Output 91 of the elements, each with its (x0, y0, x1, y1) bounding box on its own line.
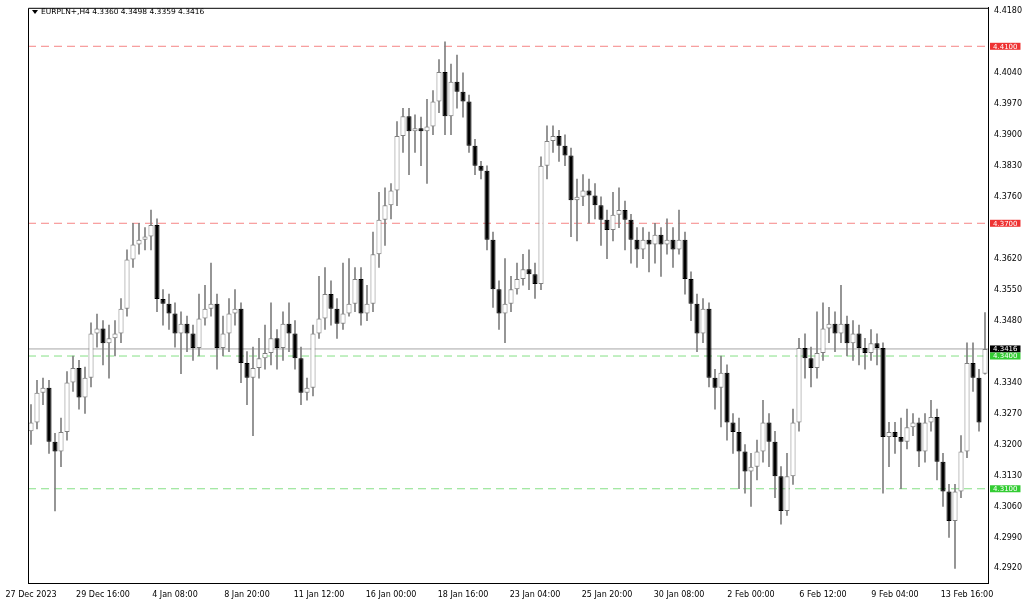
candlestick (316, 276, 322, 339)
candlestick (178, 311, 184, 375)
candlestick (106, 324, 112, 379)
candlestick (886, 422, 892, 467)
candlestick (346, 258, 352, 317)
x-tick-label: 27 Dec 2023 (5, 589, 57, 599)
y-tick-label: 4.4040 (994, 67, 1022, 77)
candlestick (112, 320, 118, 357)
candlestick (910, 413, 916, 436)
candlestick (928, 399, 934, 432)
candlestick (52, 433, 58, 512)
candlestick (550, 125, 556, 153)
candlestick (274, 329, 280, 370)
candlestick (502, 258, 508, 344)
candlestick (526, 249, 532, 290)
candlestick (232, 289, 238, 326)
candlestick (28, 404, 34, 445)
candlestick (250, 346, 256, 436)
candlestick (460, 72, 466, 118)
candlestick (406, 107, 412, 175)
x-tick-label: 23 Jan 04:00 (509, 589, 561, 599)
candlestick (664, 218, 670, 255)
y-tick-label: 4.3970 (994, 98, 1022, 108)
candlestick (748, 453, 754, 507)
candlestick (712, 368, 718, 410)
y-tick-label: 4.3060 (994, 501, 1022, 511)
y-tick-label: 4.3480 (994, 315, 1022, 325)
candlestick (622, 200, 628, 251)
candlestick (670, 227, 676, 268)
x-tick-label: 30 Jan 08:00 (653, 589, 705, 599)
y-tick-label: 4.2990 (994, 532, 1022, 542)
candlestick (658, 227, 664, 277)
x-tick-label: 2 Feb 00:00 (727, 589, 775, 599)
x-tick-label: 8 Jan 20:00 (224, 589, 270, 599)
candlestick (262, 324, 268, 370)
x-tick-label: 6 Feb 12:00 (799, 589, 847, 599)
candlestick (826, 307, 832, 344)
y-tick-label: 4.3760 (994, 191, 1022, 201)
candlestick (604, 209, 610, 260)
y-tick-label: 4.3550 (994, 284, 1022, 294)
x-tick-label: 11 Jan 12:00 (293, 589, 345, 599)
candlestick (832, 311, 838, 352)
x-tick-label: 13 Feb 16:00 (940, 589, 994, 599)
candlestick (454, 54, 460, 109)
x-tick-label: 9 Feb 04:00 (871, 589, 919, 599)
candlestick (652, 222, 658, 264)
candlestick (424, 99, 430, 184)
candlestick (412, 114, 418, 153)
candlestick (340, 262, 346, 330)
candlestick (304, 377, 310, 401)
x-tick-label: 4 Jan 08:00 (152, 589, 198, 599)
candlestick (646, 231, 652, 273)
candlestick (208, 262, 214, 317)
candlestick (838, 284, 844, 344)
candlestick (808, 346, 814, 388)
candlestick (40, 377, 46, 406)
y-tick-label: 4.3620 (994, 253, 1022, 263)
y-tick-label: 4.2920 (994, 563, 1022, 573)
y-tick-label: 4.3900 (994, 129, 1022, 139)
x-tick-label: 18 Jan 16:00 (437, 589, 489, 599)
candlestick (862, 337, 868, 370)
y-tick-label: 4.3830 (994, 160, 1022, 170)
y-tick-label: 4.3340 (994, 377, 1022, 387)
y-tick-label: 4.3200 (994, 439, 1022, 449)
candlestick (892, 422, 898, 454)
y-tick-label: 4.4180 (994, 5, 1022, 15)
candlestick (730, 413, 736, 454)
candlestick (874, 333, 880, 366)
candlestick (676, 209, 682, 255)
candlestick (268, 302, 274, 366)
candlestick (616, 187, 622, 229)
y-tick-label: 4.3270 (994, 408, 1022, 418)
x-tick-label: 25 Jan 20:00 (581, 589, 633, 599)
candlestick (202, 284, 208, 326)
candlestick (136, 222, 142, 255)
candlestick (634, 227, 640, 268)
candlestick (802, 333, 808, 379)
y-tick-label: 4.3130 (994, 470, 1022, 480)
candlestick (814, 311, 820, 379)
candlestick (184, 315, 190, 352)
candlestick (256, 337, 262, 379)
x-tick-label: 16 Jan 00:00 (365, 589, 417, 599)
candlestick (850, 320, 856, 361)
candlestick (418, 116, 424, 167)
candlestick (142, 227, 148, 251)
candlestick (718, 355, 724, 428)
candlestick (580, 174, 586, 206)
candlestick (160, 289, 166, 326)
candlestick (898, 417, 904, 490)
x-tick-label: 29 Dec 16:00 (76, 589, 130, 599)
candlestick (286, 302, 292, 352)
